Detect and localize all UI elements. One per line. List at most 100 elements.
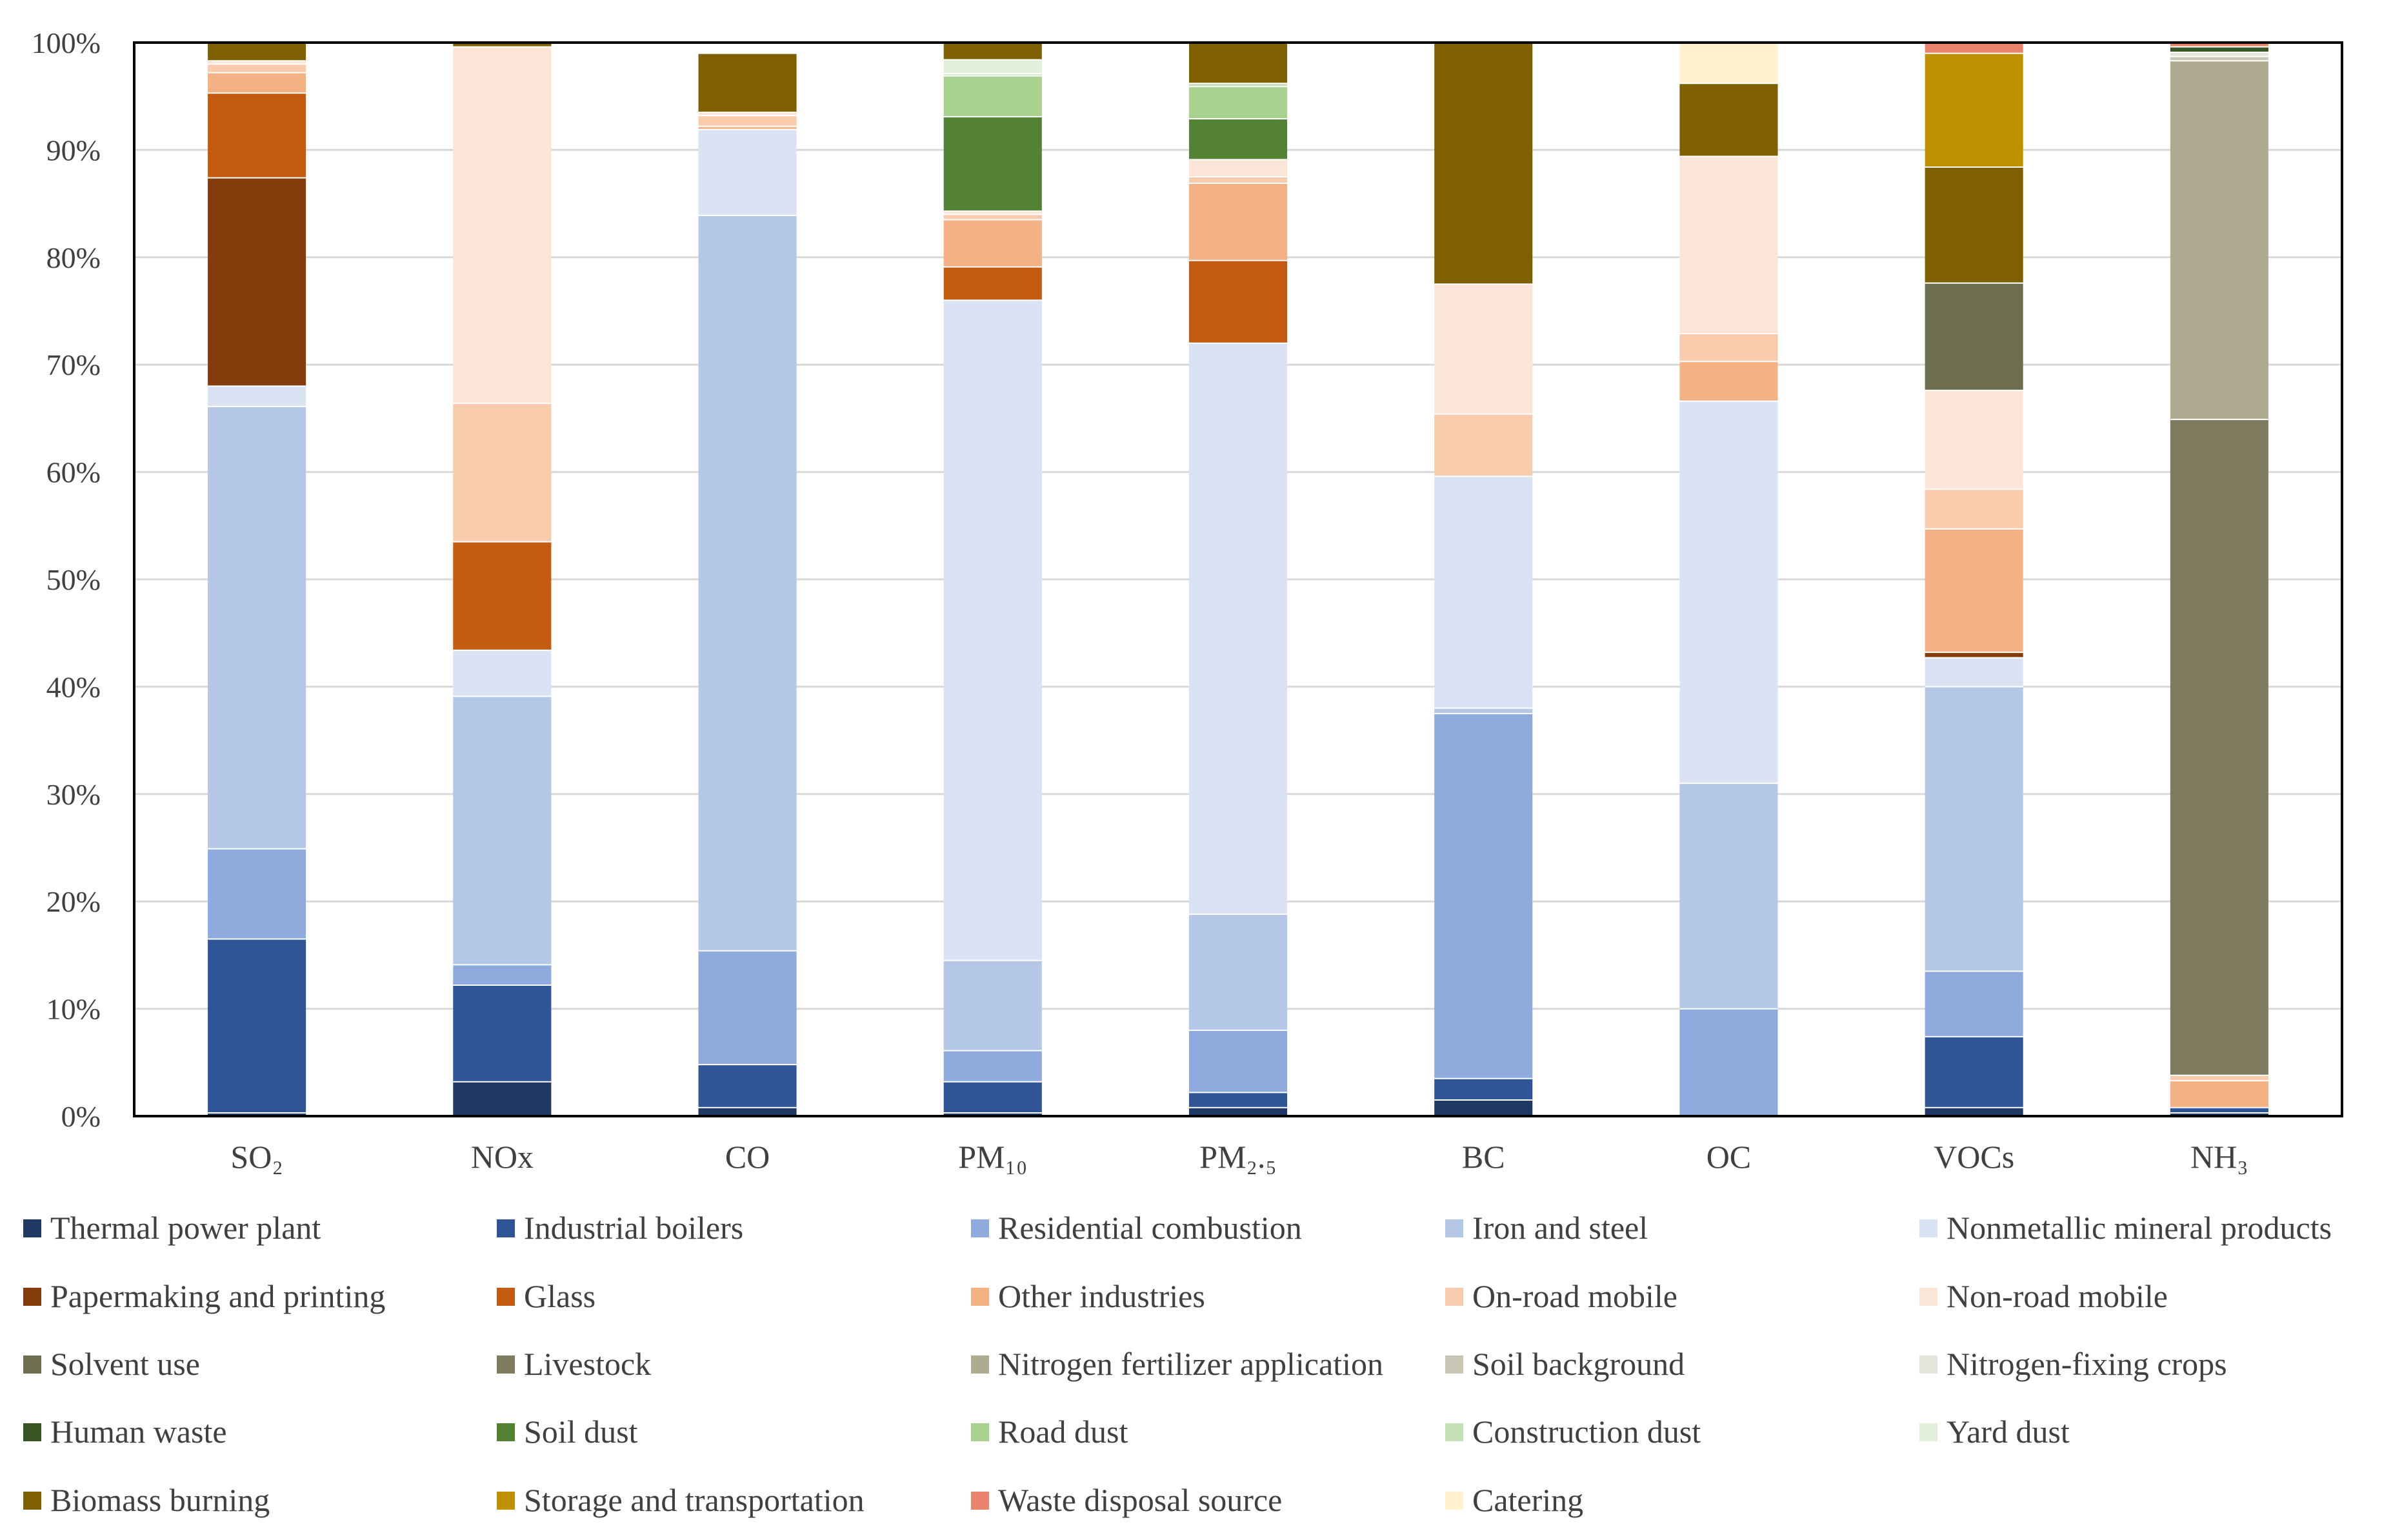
bar-segment-non-road-mobile xyxy=(208,61,306,65)
legend: Thermal power plant Industrial boilers Res… xyxy=(23,1210,2332,1518)
legend-label: Iron and steel xyxy=(1472,1210,1648,1246)
legend-swatch xyxy=(23,1492,41,1510)
legend-swatch xyxy=(497,1423,515,1441)
bar-segment-other-industries xyxy=(1925,528,2023,653)
legend-swatch xyxy=(971,1423,989,1441)
bar-segment-industrial-boilers xyxy=(208,939,306,1114)
bar-segment-residential-combustion xyxy=(1188,1030,1288,1093)
legend-label: Human waste xyxy=(50,1414,227,1450)
legend-swatch xyxy=(971,1492,989,1510)
legend-item-nitrogen-fixing-crops: Nitrogen-fixing crops xyxy=(1919,1346,2227,1382)
legend-item-soil-dust: Soil dust xyxy=(497,1414,638,1450)
bar-segment-other-industries xyxy=(208,72,306,94)
legend-label: Nonmetallic mineral products xyxy=(1947,1210,2332,1246)
bar-segment-waste-disposal-source xyxy=(1925,43,2023,54)
x-axis: SO₂ NOx CO PM₁₀ PM₂.₅ BC OC VOCs NH₃ xyxy=(230,1139,2248,1175)
bar-segment-other-industries xyxy=(1188,183,1288,261)
legend-label: Papermaking and printing xyxy=(50,1278,385,1314)
bar-segment-thermal-power-plant xyxy=(698,1107,797,1116)
legend-swatch xyxy=(971,1355,989,1374)
bar-segment-industrial-boilers xyxy=(698,1065,797,1108)
legend-item-waste-disposal-source: Waste disposal source xyxy=(971,1482,1282,1518)
x-tick-label-vocs: VOCs xyxy=(1934,1139,2014,1175)
y-axis: 0% 10% 20% 30% 40% 50% 60% 70% 80% 90% 100% xyxy=(32,26,101,1133)
legend-swatch xyxy=(1919,1288,1937,1306)
bar-segment-nonmetallic-mineral-products xyxy=(208,386,306,407)
bar-segment-non-road-mobile xyxy=(1925,390,2023,490)
bar-segment-thermal-power-plant xyxy=(2170,1113,2268,1116)
legend-label: Construction dust xyxy=(1472,1414,1701,1450)
bar-segment-nonmetallic-mineral-products xyxy=(1925,657,2023,687)
y-tick-label: 30% xyxy=(46,778,101,811)
x-tick-label-co: CO xyxy=(725,1139,770,1175)
bar-segment-biomass-burning xyxy=(1434,43,1533,285)
bar-segment-nonmetallic-mineral-products xyxy=(453,650,552,697)
bar-segment-waste-disposal-source xyxy=(2170,43,2268,47)
bar-segment-biomass-burning xyxy=(1188,43,1288,84)
legend-label: Soil background xyxy=(1472,1346,1685,1382)
bar-segment-residential-combustion xyxy=(1434,714,1533,1079)
legend-item-on-road-mobile: On-road mobile xyxy=(1445,1278,1677,1314)
y-tick-label: 40% xyxy=(46,670,101,703)
bar-segment-industrial-boilers xyxy=(453,985,552,1082)
bar-segment-other-industries xyxy=(1679,361,1778,401)
legend-item-iron-and-steel: Iron and steel xyxy=(1445,1210,1648,1246)
legend-label: Residential combustion xyxy=(998,1210,1302,1246)
bar-segment-on-road-mobile xyxy=(1925,489,2023,529)
legend-swatch xyxy=(1445,1423,1463,1441)
bar-segment-on-road-mobile xyxy=(698,115,797,126)
legend-item-nitrogen-fertilizer-application: Nitrogen fertilizer application xyxy=(971,1346,1383,1382)
bar-stack-nh xyxy=(2170,43,2268,1116)
legend-label: Biomass burning xyxy=(50,1482,270,1518)
bar-segment-on-road-mobile xyxy=(208,64,306,73)
bar-segment-iron-and-steel xyxy=(453,696,552,965)
bar-segment-biomass-burning xyxy=(1925,167,2023,283)
legend-label: Waste disposal source xyxy=(998,1482,1282,1518)
legend-item-residential-combustion: Residential combustion xyxy=(971,1210,1302,1246)
legend-item-yard-dust: Yard dust xyxy=(1919,1414,2070,1450)
legend-label: Yard dust xyxy=(1947,1414,2070,1450)
legend-swatch xyxy=(497,1492,515,1510)
legend-swatch xyxy=(1445,1492,1463,1510)
y-tick-label: 50% xyxy=(46,563,101,596)
bar-segment-nonmetallic-mineral-products xyxy=(1679,401,1778,784)
bar-segment-nonmetallic-mineral-products xyxy=(1434,476,1533,708)
legend-swatch xyxy=(497,1288,515,1306)
bar-segment-non-road-mobile xyxy=(453,46,552,404)
legend-label: Glass xyxy=(524,1278,596,1314)
bar-stack-bc xyxy=(1434,43,1533,1116)
bar-segment-iron-and-steel xyxy=(1925,686,2023,972)
bar-stack-pm xyxy=(1188,43,1288,1116)
legend-item-human-waste: Human waste xyxy=(23,1414,227,1450)
bar-segment-industrial-boilers xyxy=(1925,1036,2023,1108)
legend-swatch xyxy=(1445,1219,1463,1237)
bar-segment-on-road-mobile xyxy=(1188,177,1288,183)
bar-segment-industrial-boilers xyxy=(2170,1107,2268,1114)
x-tick-label-pm: PM₁₀ xyxy=(958,1139,1027,1175)
legend-item-livestock: Livestock xyxy=(497,1346,651,1382)
legend-item-non-road-mobile: Non-road mobile xyxy=(1919,1278,2168,1314)
legend-item-road-dust: Road dust xyxy=(971,1414,1128,1450)
bar-segment-non-road-mobile xyxy=(1188,159,1288,177)
y-tick-label: 10% xyxy=(46,993,101,1026)
y-tick-label: 70% xyxy=(46,348,101,381)
bar-stack-oc xyxy=(1679,43,1778,1116)
bar-segment-residential-combustion xyxy=(1925,971,2023,1037)
bar-segment-construction-dust xyxy=(1188,83,1288,87)
y-tick-label: 60% xyxy=(46,456,101,489)
bar-segment-iron-and-steel xyxy=(698,215,797,951)
legend-label: Catering xyxy=(1472,1482,1583,1518)
bar-segment-on-road-mobile xyxy=(1434,414,1533,477)
y-tick-label: 80% xyxy=(46,241,101,274)
bar-segment-iron-and-steel xyxy=(1679,783,1778,1009)
bar-segment-biomass-burning xyxy=(698,53,797,113)
bar-segment-other-industries xyxy=(698,126,797,130)
legend-swatch xyxy=(1445,1355,1463,1374)
x-tick-label-so: SO₂ xyxy=(230,1139,283,1175)
legend-swatch xyxy=(1919,1219,1937,1237)
bar-segment-glass xyxy=(1188,260,1288,343)
legend-item-glass: Glass xyxy=(497,1278,596,1314)
legend-item-storage-and-transportation: Storage and transportation xyxy=(497,1482,865,1518)
